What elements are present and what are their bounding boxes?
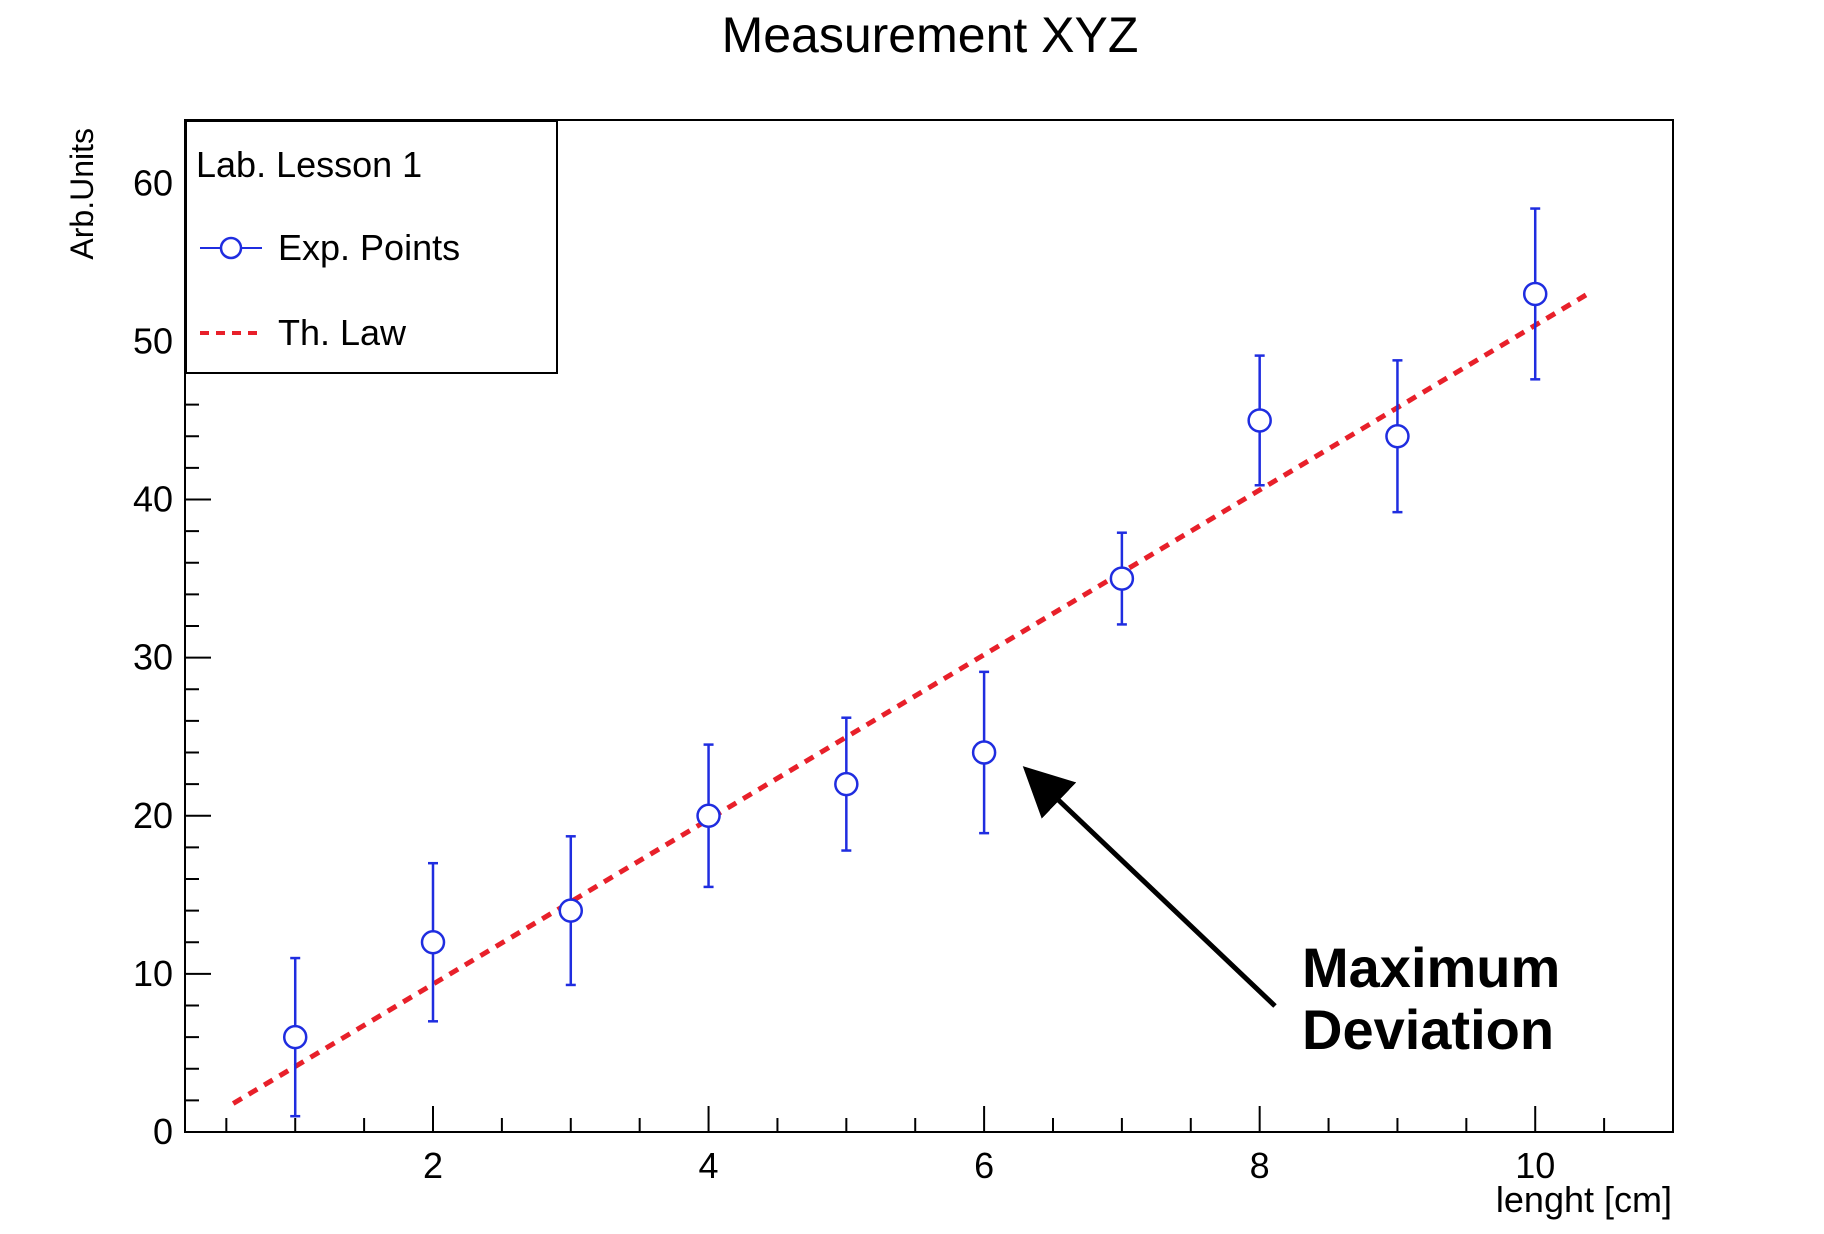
data-point-marker (696, 803, 721, 828)
legend-exp-points-label: Exp. Points (278, 227, 460, 268)
y-tick-label: 0 (153, 1111, 173, 1152)
data-point-marker (1109, 566, 1135, 591)
data-point (558, 835, 584, 987)
annotation-line-1: Maximum (1302, 936, 1560, 999)
annotation-arrow (1022, 766, 1277, 1008)
data-point-marker (558, 898, 584, 923)
data-point (420, 861, 446, 1023)
legend: Lab. Lesson 1 Exp. Points Th. Law (185, 120, 558, 374)
data-point (1385, 359, 1410, 514)
data-point (1247, 354, 1272, 487)
theory-law-line (231, 290, 1592, 1106)
x-tick-label: 2 (423, 1145, 443, 1186)
x-axis-label: lenght [cm] (1496, 1179, 1672, 1220)
data-point-marker (834, 771, 859, 797)
data-point-marker (1385, 424, 1410, 449)
y-axis-label: Arb.Units (64, 128, 100, 260)
data-point (1522, 207, 1548, 381)
legend-exp-points-marker (219, 236, 243, 260)
chart-title: Measurement XYZ (722, 7, 1139, 63)
data-point (971, 670, 997, 835)
data-point (696, 743, 721, 889)
x-tick-label: 10 (1515, 1145, 1555, 1186)
x-tick-label: 4 (699, 1145, 719, 1186)
data-point-marker (1247, 408, 1272, 433)
y-tick-label: 20 (133, 795, 173, 836)
data-point (282, 956, 308, 1118)
y-tick-label: 50 (133, 320, 173, 361)
x-tick-label: 8 (1250, 1145, 1270, 1186)
data-point-marker (1522, 281, 1548, 307)
y-axis-ticks: 0 10 20 30 40 50 60 (133, 150, 211, 1152)
annotation-line-2: Deviation (1302, 998, 1554, 1061)
series-layer (231, 207, 1592, 1118)
data-point-marker (971, 740, 997, 765)
legend-title: Lab. Lesson 1 (196, 144, 422, 185)
legend-th-law-label: Th. Law (278, 312, 407, 353)
data-point (1109, 531, 1135, 626)
data-point (834, 716, 859, 852)
y-tick-label: 60 (133, 162, 173, 203)
data-point-marker (282, 1024, 308, 1050)
y-tick-label: 40 (133, 479, 173, 520)
y-tick-label: 30 (133, 637, 173, 678)
y-tick-label: 10 (133, 953, 173, 994)
x-tick-label: 6 (974, 1145, 994, 1186)
data-point-marker (420, 930, 446, 955)
x-axis-ticks: 2 4 6 8 10 (225, 1106, 1606, 1186)
